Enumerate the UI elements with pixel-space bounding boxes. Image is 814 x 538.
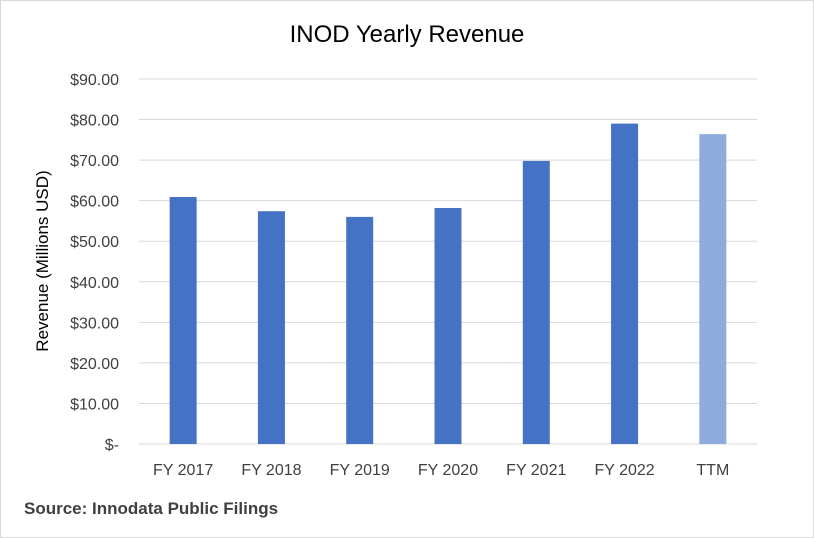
y-tick-label: $90.00 <box>70 72 119 89</box>
y-tick-label: $50.00 <box>70 234 119 251</box>
source-note: Source: Innodata Public Filings <box>24 499 279 518</box>
x-tick-label: TTM <box>696 462 729 479</box>
x-tick-label: FY 2017 <box>153 462 213 479</box>
bar <box>522 160 550 444</box>
chart-title: INOD Yearly Revenue <box>289 21 525 48</box>
y-tick-label: $70.00 <box>70 153 119 170</box>
x-tick-label: FY 2022 <box>594 462 654 479</box>
y-tick-label: $80.00 <box>70 113 119 130</box>
y-tick-label: $- <box>105 437 119 454</box>
bar <box>434 207 462 444</box>
y-tick-label: $60.00 <box>70 194 119 211</box>
y-tick-label: $30.00 <box>70 315 119 332</box>
bar <box>169 197 197 444</box>
x-tick-label: FY 2020 <box>418 462 478 479</box>
y-tick-label: $10.00 <box>70 396 119 413</box>
x-tick-label: FY 2018 <box>241 462 301 479</box>
bar <box>257 211 285 444</box>
bar <box>699 134 727 444</box>
x-tick-label: FY 2019 <box>330 462 390 479</box>
y-tick-label: $40.00 <box>70 275 119 292</box>
bar <box>346 216 374 444</box>
x-tick-label: FY 2021 <box>506 462 566 479</box>
bar <box>611 123 639 444</box>
y-tick-label: $20.00 <box>70 356 119 373</box>
